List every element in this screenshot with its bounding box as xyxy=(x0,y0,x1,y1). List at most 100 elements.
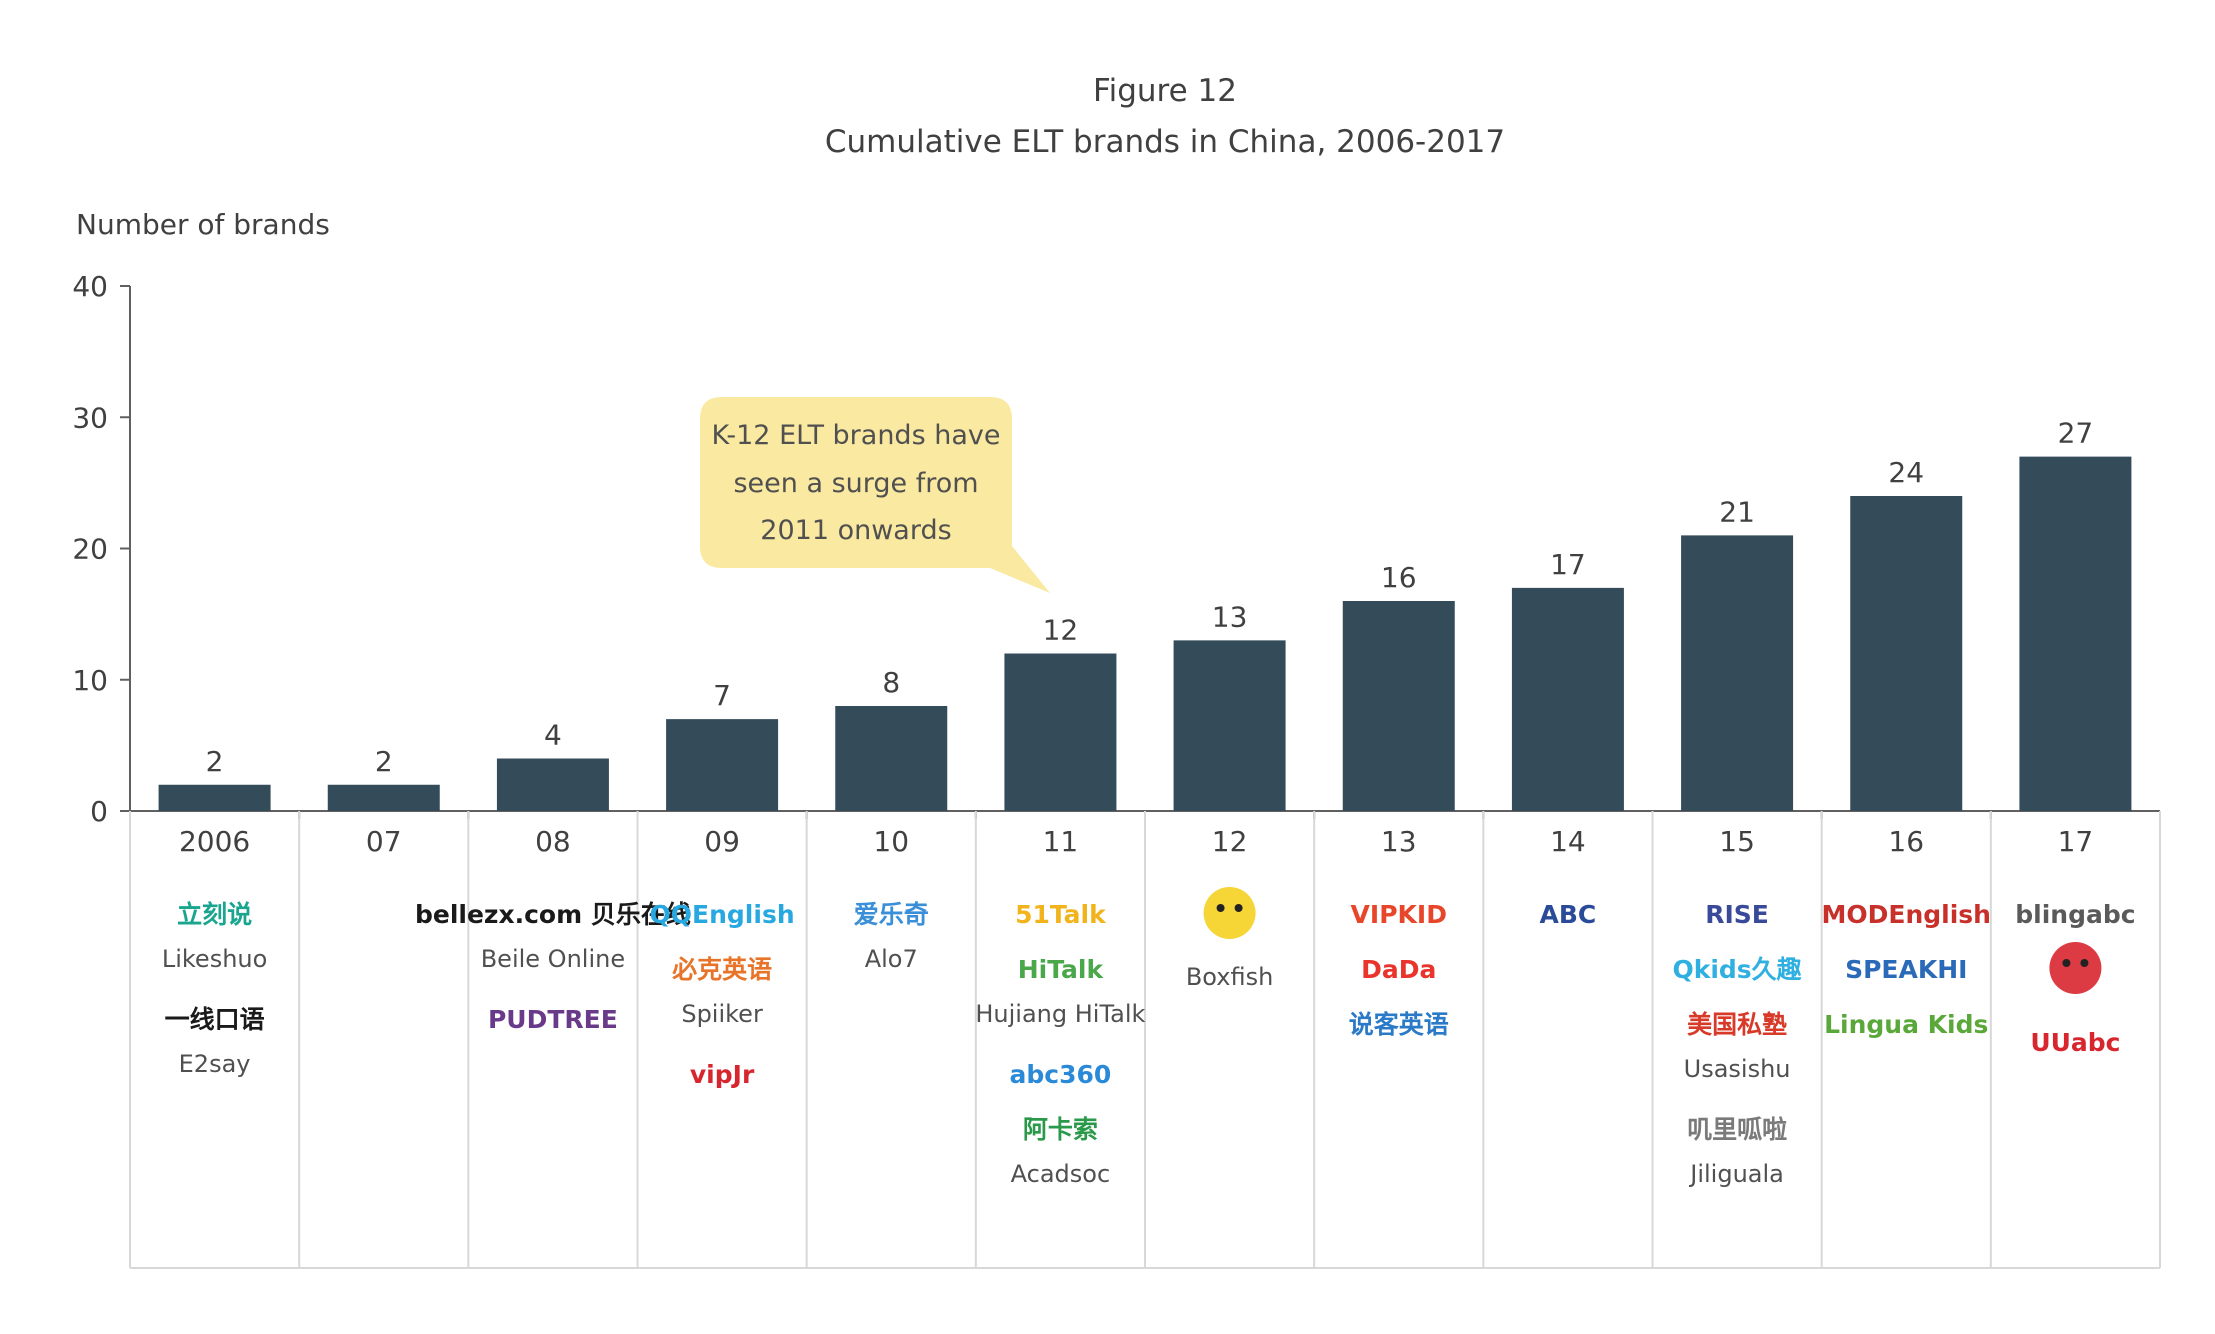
brand-logo: HiTalk Hujiang HiTalk xyxy=(975,955,1145,1028)
brand-logo-text: 一线口语 xyxy=(165,1005,265,1034)
brand-caption: Likeshuo xyxy=(162,945,267,973)
bar-value-label: 13 xyxy=(1212,600,1248,633)
x-tick-label: 2006 xyxy=(179,825,250,858)
brand-logo-text: HiTalk xyxy=(1018,955,1105,984)
brand-logo-mark xyxy=(1203,887,1256,939)
brand-logo-text: 立刻说 xyxy=(177,900,252,929)
bar-value-label: 12 xyxy=(1043,614,1079,647)
bar-value-label: 27 xyxy=(2058,417,2094,450)
bar-15 xyxy=(1681,535,1794,811)
x-tick-label: 13 xyxy=(1381,825,1417,858)
brand-logo-text: 叽里呱啦 xyxy=(1687,1115,1787,1144)
brand-logo: 爱乐奇 Alo7 xyxy=(854,900,929,973)
brand-logo: VIPKID xyxy=(1351,900,1447,929)
brand-logo: bellezx.com 贝乐在线 Beile Online xyxy=(415,900,691,973)
brand-logo-text: Lingua Kids xyxy=(1824,1010,1988,1039)
bar-17 xyxy=(2019,456,2132,811)
brand-logo: Qkids久趣 xyxy=(1672,955,1801,984)
x-tick-label: 12 xyxy=(1212,825,1248,858)
brand-logo: 说客英语 xyxy=(1349,1010,1449,1039)
brand-caption: Boxfish xyxy=(1186,963,1273,991)
x-tick-label: 08 xyxy=(535,825,571,858)
brand-logo-text: UUabc xyxy=(2030,1028,2120,1057)
bar-10 xyxy=(835,706,948,811)
logo-eye-mark xyxy=(2080,959,2089,967)
brand-logo-text: VIPKID xyxy=(1351,900,1447,929)
bar-16 xyxy=(1850,496,1963,811)
bar-value-label: 2 xyxy=(375,745,393,778)
brand-logo: abc360 xyxy=(1010,1060,1112,1089)
brand-logo: 美国私塾 Usasishu xyxy=(1684,1010,1791,1083)
bar-08 xyxy=(496,758,609,811)
brand-logo-text: bellezx.com 贝乐在线 xyxy=(415,900,691,929)
brand-logo-mark xyxy=(2049,942,2102,994)
brand-caption: Usasishu xyxy=(1684,1055,1791,1083)
brand-logo-text: 美国私塾 xyxy=(1687,1010,1787,1039)
bar-11 xyxy=(1004,653,1117,811)
brand-caption: Hujiang HiTalk xyxy=(975,1000,1145,1028)
annotation-callout: K-12 ELT brands have seen a surge from 2… xyxy=(700,397,1050,593)
x-tick-label: 10 xyxy=(873,825,909,858)
brand-caption: Jiliguala xyxy=(1688,1160,1784,1188)
brand-logo: UUabc xyxy=(2030,1028,2120,1057)
brand-caption: Spiiker xyxy=(681,1000,763,1028)
callout-line-1: K-12 ELT brands have xyxy=(712,420,1001,451)
bar-value-label: 4 xyxy=(544,719,562,752)
brand-logo: RISE xyxy=(1705,900,1769,929)
brand-logo: 一线口语 E2say xyxy=(165,1005,265,1078)
brand-table: 立刻说 Likeshuo 一线口语 E2say bellezx.com 贝乐在线 Beil… xyxy=(129,811,2161,1269)
bar-13 xyxy=(1342,601,1455,811)
brand-logo: Boxfish xyxy=(1186,887,1273,991)
bar-07 xyxy=(327,784,440,811)
logo-eye-mark xyxy=(1216,904,1225,912)
logo-eye-mark xyxy=(1234,904,1243,912)
logo-eye-mark xyxy=(2062,959,2071,967)
callout-line-3: 2011 onwards xyxy=(760,515,951,546)
brand-logo-text: 51Talk xyxy=(1015,900,1107,929)
callout-line-2: seen a surge from xyxy=(733,468,978,499)
bar-value-label: 17 xyxy=(1550,548,1586,581)
brand-logo: 叽里呱啦 Jiliguala xyxy=(1687,1115,1787,1188)
brand-logo-text: blingabc xyxy=(2015,900,2135,929)
brand-logo-text: 爱乐奇 xyxy=(854,900,929,929)
y-axis-label: Number of brands xyxy=(76,208,330,241)
brand-logo: 立刻说 Likeshuo xyxy=(162,900,267,973)
brand-logo: 阿卡索 Acadsoc xyxy=(1011,1115,1111,1188)
bar-value-label: 24 xyxy=(1888,456,1924,489)
brand-logo-text: RISE xyxy=(1705,900,1769,929)
brand-logo: MODEnglish xyxy=(1822,900,1991,929)
x-tick-label: 15 xyxy=(1719,825,1755,858)
bar-09 xyxy=(666,719,779,811)
brand-logo: 必克英语 Spiiker xyxy=(672,955,772,1028)
y-tick-label: 0 xyxy=(90,795,108,828)
bar-14 xyxy=(1511,587,1624,811)
brand-logo: QQEnglish xyxy=(650,900,795,929)
x-tick-label: 16 xyxy=(1888,825,1924,858)
chart-subtitle: Cumulative ELT brands in China, 2006-201… xyxy=(825,124,1505,160)
y-tick-label: 30 xyxy=(72,401,108,434)
brand-logo-text: DaDa xyxy=(1361,955,1436,984)
bar-2006 xyxy=(158,784,271,811)
brand-logo-text: Qkids久趣 xyxy=(1672,955,1801,984)
x-tick-label: 14 xyxy=(1550,825,1586,858)
brand-logo: SPEAKHI xyxy=(1845,955,1967,984)
y-tick-label: 40 xyxy=(72,270,108,303)
bar-value-label: 2 xyxy=(206,745,224,778)
brand-logo: 51Talk xyxy=(1015,900,1107,929)
brand-caption: Acadsoc xyxy=(1011,1160,1111,1188)
bar-value-label: 16 xyxy=(1381,561,1417,594)
brand-logo-text: ABC xyxy=(1540,900,1597,929)
brand-logo: blingabc xyxy=(2015,900,2135,929)
x-tick-label: 09 xyxy=(704,825,740,858)
brand-logo-text: 阿卡索 xyxy=(1023,1115,1098,1144)
brand-logo-text: abc360 xyxy=(1010,1060,1112,1089)
y-tick-label: 20 xyxy=(72,533,108,566)
brand-caption: Beile Online xyxy=(481,945,625,973)
axes: 0 10 20 30 40 2006 07 08 09 10 11 12 13 14 15 16 17 xyxy=(72,270,2160,858)
chart-title: Figure 12 xyxy=(1093,73,1237,109)
brand-logo-text: MODEnglish xyxy=(1822,900,1991,929)
brand-logo: Lingua Kids xyxy=(1824,1010,1988,1039)
brand-logo: vipJr xyxy=(690,1060,755,1089)
bar-value-label: 8 xyxy=(882,666,900,699)
